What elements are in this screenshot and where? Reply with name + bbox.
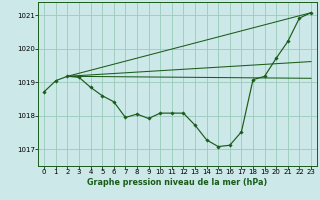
X-axis label: Graphe pression niveau de la mer (hPa): Graphe pression niveau de la mer (hPa): [87, 178, 268, 187]
